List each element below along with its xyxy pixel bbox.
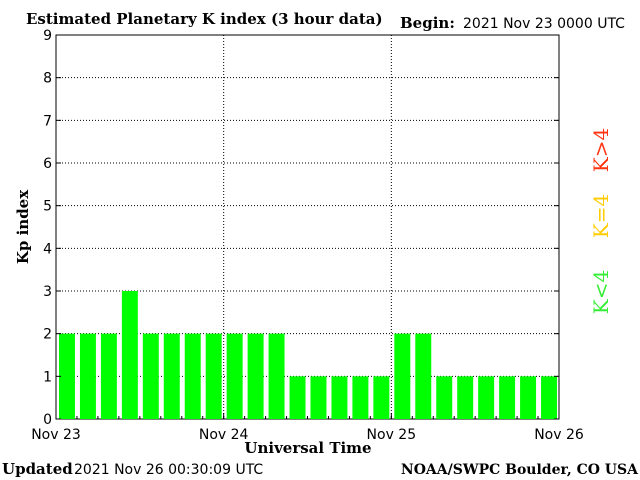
begin-value: 2021 Nov 23 0000 UTC (463, 16, 625, 32)
bar (457, 376, 474, 419)
legend-k-greater-4: K>4 (589, 128, 613, 172)
bar (520, 376, 537, 419)
y-tick-label: 6 (43, 156, 52, 172)
y-tick-label: 8 (43, 71, 52, 87)
bar (289, 376, 306, 419)
chart-title: Estimated Planetary K index (3 hour data… (26, 10, 383, 28)
updated-value: 2021 Nov 26 00:30:09 UTC (74, 462, 263, 478)
bar (415, 333, 432, 419)
y-tick-label: 1 (43, 369, 52, 385)
y-tick-label: 0 (43, 412, 52, 428)
x-tick-label: Nov 23 (31, 427, 81, 443)
bar-series (59, 291, 557, 419)
bar (184, 333, 201, 419)
bar (247, 333, 264, 419)
bar (394, 333, 411, 419)
y-tick-label: 5 (43, 199, 52, 215)
bar (478, 376, 495, 419)
x-axis-ticks: Nov 23 Nov 24 Nov 25 Nov 26 (31, 413, 584, 443)
bar (310, 376, 327, 419)
begin-label: Begin: (400, 14, 455, 32)
bar (79, 333, 96, 419)
legend-k-less-4: K<4 (589, 270, 613, 314)
bar (499, 376, 516, 419)
y-axis-ticks: 0 1 2 3 4 5 6 7 8 9 (43, 28, 559, 428)
x-axis-label: Universal Time (244, 439, 371, 457)
bar (100, 333, 117, 419)
y-tick-label: 3 (43, 284, 52, 300)
bar (163, 333, 180, 419)
bar (436, 376, 453, 419)
x-tick-label: Nov 26 (534, 427, 584, 443)
bar (59, 333, 75, 419)
bar (268, 333, 285, 419)
y-tick-label: 4 (43, 241, 52, 257)
x-tick-label: Nov 24 (199, 427, 249, 443)
bar (352, 376, 369, 419)
bar (331, 376, 348, 419)
y-tick-label: 2 (43, 327, 52, 343)
y-axis-label: Kp index (14, 189, 32, 264)
grid-lines (56, 35, 559, 419)
legend-k-equal-4: K=4 (589, 194, 613, 238)
y-tick-label: 7 (43, 113, 52, 129)
data-source: NOAA/SWPC Boulder, CO USA (401, 462, 639, 478)
x-tick-label: Nov 25 (367, 427, 417, 443)
updated-label: Updated (2, 460, 73, 478)
bar (205, 333, 222, 419)
bar (226, 333, 243, 419)
bar (373, 376, 390, 419)
bar (142, 333, 159, 419)
bar (121, 291, 138, 419)
y-tick-label: 9 (43, 28, 52, 44)
bar (541, 376, 557, 419)
